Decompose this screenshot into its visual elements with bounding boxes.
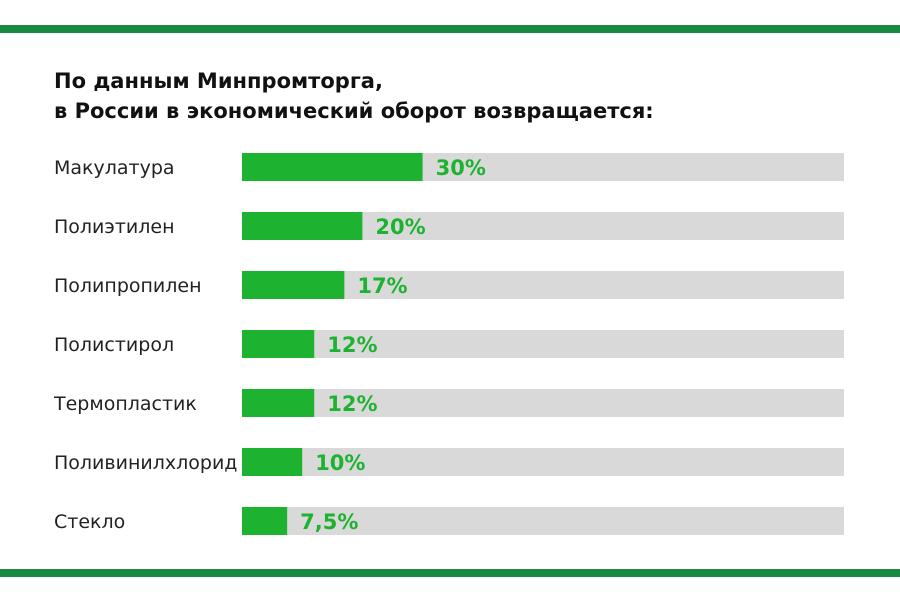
bar-track bbox=[242, 507, 844, 535]
bar-fill bbox=[242, 389, 315, 417]
bar-row: Стекло 7,5% bbox=[54, 507, 844, 535]
value-label: 20% bbox=[375, 215, 425, 239]
bar-track bbox=[242, 448, 844, 476]
chart-title: По данным Минпромторга, в России в эконо… bbox=[54, 66, 854, 126]
value-label: 12% bbox=[327, 333, 377, 357]
bar-fill bbox=[242, 448, 303, 476]
bar-row: Полиэтилен 20% bbox=[54, 212, 844, 240]
category-label: Полистирол bbox=[54, 334, 174, 356]
bar-fill bbox=[242, 153, 423, 181]
category-label: Термопластик bbox=[53, 393, 197, 415]
value-label: 7,5% bbox=[300, 510, 358, 534]
category-label: Поливинилхлорид bbox=[54, 452, 237, 474]
top-divider bbox=[0, 25, 900, 33]
bar-row: Полистирол 12% bbox=[54, 330, 844, 358]
category-label: Стекло bbox=[54, 511, 125, 533]
bar-fill bbox=[242, 507, 288, 535]
category-label: Макулатура bbox=[54, 157, 175, 179]
bottom-divider bbox=[0, 569, 900, 577]
bar-row: Поливинилхлорид 10% bbox=[54, 448, 844, 476]
category-label: Полиэтилен bbox=[54, 216, 175, 238]
value-label: 30% bbox=[436, 156, 486, 180]
value-label: 17% bbox=[357, 274, 407, 298]
bar-fill bbox=[242, 271, 345, 299]
bar-track bbox=[242, 389, 844, 417]
bar-row: Термопластик 12% bbox=[53, 389, 844, 417]
bar-track bbox=[242, 330, 844, 358]
bar-fill bbox=[242, 212, 363, 240]
category-label: Полипропилен bbox=[54, 275, 202, 297]
value-label: 10% bbox=[315, 451, 365, 475]
bar-row: Полипропилен 17% bbox=[54, 271, 844, 299]
value-label: 12% bbox=[327, 392, 377, 416]
chart-title-line-1: По данным Минпромторга, bbox=[54, 69, 383, 93]
chart-title-line-2: в России в экономический оборот возвраща… bbox=[54, 99, 654, 123]
bar-row: Макулатура 30% bbox=[54, 153, 844, 181]
bar-fill bbox=[242, 330, 315, 358]
